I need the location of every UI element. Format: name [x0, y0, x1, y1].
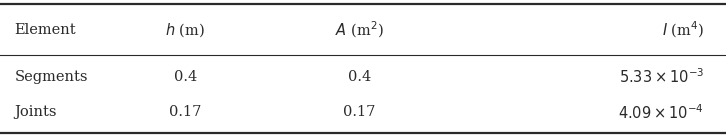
Text: $5.33 \times 10^{-3}$: $5.33 \times 10^{-3}$	[619, 67, 704, 86]
Text: 0.17: 0.17	[169, 105, 201, 119]
Text: Segments: Segments	[15, 70, 88, 84]
Text: 0.17: 0.17	[343, 105, 375, 119]
Text: 0.4: 0.4	[174, 70, 197, 84]
Text: Element: Element	[15, 23, 76, 37]
Text: $4.09 \times 10^{-4}$: $4.09 \times 10^{-4}$	[619, 103, 704, 122]
Text: $\mathit{h}$ (m): $\mathit{h}$ (m)	[165, 21, 205, 39]
Text: 0.4: 0.4	[348, 70, 371, 84]
Text: $\mathit{A}$ (m$^{2}$): $\mathit{A}$ (m$^{2}$)	[335, 20, 384, 40]
Text: Joints: Joints	[15, 105, 57, 119]
Text: $\mathit{I}$ (m$^{4}$): $\mathit{I}$ (m$^{4}$)	[662, 20, 704, 40]
